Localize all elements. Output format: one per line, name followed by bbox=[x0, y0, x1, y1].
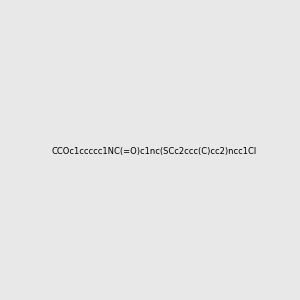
Text: CCOc1ccccc1NC(=O)c1nc(SCc2ccc(C)cc2)ncc1Cl: CCOc1ccccc1NC(=O)c1nc(SCc2ccc(C)cc2)ncc1… bbox=[51, 147, 256, 156]
